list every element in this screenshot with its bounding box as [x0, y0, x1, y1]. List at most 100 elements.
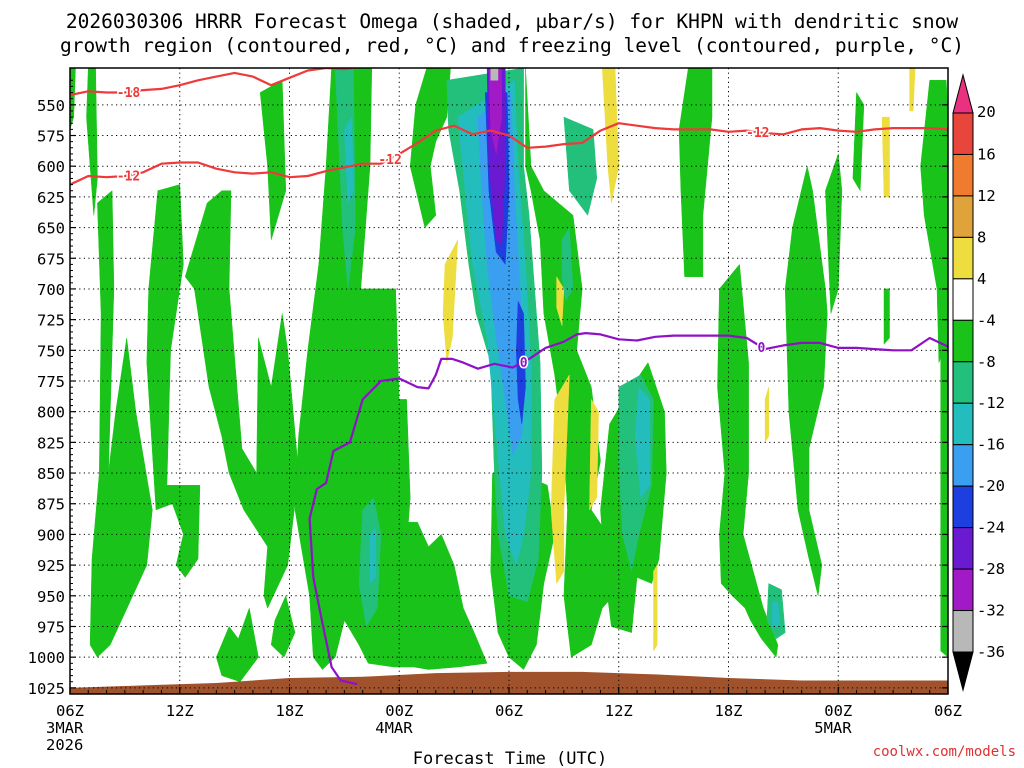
contour-line-2: [308, 332, 948, 686]
colorbar-swatch-1: [952, 153, 974, 197]
contour-label-0-label: -18: [117, 86, 141, 101]
contour-label-2-label: 0: [758, 341, 766, 356]
contour-line-1: [70, 122, 948, 186]
omega-region-1-2: [563, 116, 598, 216]
y-tick-label-550: 550: [37, 97, 65, 115]
colorbar-swatch-2: [952, 195, 974, 238]
colorbar-swatch-12: [952, 610, 974, 653]
contour-label-1-label3: -12: [746, 126, 769, 141]
omega-region-2-4: [772, 601, 780, 627]
colorbar-label-2: 12: [977, 187, 996, 205]
x-axis-title: Forecast Time (UTC): [413, 749, 607, 768]
y-tick-label-675: 675: [37, 250, 65, 268]
colorbar-label-4: 4: [977, 270, 986, 288]
y-axis: 550 575 600 625 650 675 700 725 750 775 800 825 850 8…: [28, 79, 948, 698]
colorbar-label-8: -16: [977, 436, 1005, 454]
credit-text: coolwx.com/models: [873, 744, 1016, 760]
y-tick-label-775: 775: [37, 373, 65, 391]
colorbar-swatch-3: [952, 236, 974, 280]
contour-label-2-label2: 0: [520, 356, 528, 371]
y-tick-label-625: 625: [37, 189, 65, 207]
x-tick-label-36: 18Z: [715, 702, 743, 720]
y-tick-label-650: 650: [37, 220, 65, 238]
omega-region-8-1: [442, 239, 459, 363]
y-tick-label-800: 800: [37, 404, 65, 422]
plot-area: -18 -12 -12 -12 0 0: [70, 68, 948, 694]
contours: -18 -12 -12 -12 0 0: [70, 68, 948, 686]
y-tick-label-700: 700: [37, 281, 65, 299]
colorbar-top-arrow: [952, 73, 974, 114]
omega-region-0-6: [216, 607, 259, 682]
omega-region-0-16: [852, 91, 865, 192]
y-tick-label-1025: 1025: [28, 680, 65, 698]
colorbar-label-12: -32: [977, 602, 1005, 620]
colorbar-swatch-10: [952, 527, 974, 570]
y-tick-label-925: 925: [37, 557, 65, 575]
x-date-label-42: 5MAR: [814, 719, 852, 737]
omega-region-8-6: [764, 387, 769, 444]
omega-region-0-10: [525, 68, 614, 658]
x-year-label-0: 2026: [46, 736, 83, 754]
omega-region-0-17: [920, 80, 948, 363]
omega-shading: [70, 68, 948, 682]
y-tick-label-950: 950: [37, 588, 65, 606]
omega-region-0-21: [883, 288, 890, 345]
contour-label-1-label: -12: [117, 169, 140, 184]
omega-region-0-12: [678, 68, 713, 277]
x-tick-label-0: 06Z: [56, 702, 84, 720]
colorbar: 20 16 12 8 4 -4 -8 -12 -16 -20 -24 -28 -32 -36: [952, 73, 1005, 692]
y-tick-label-725: 725: [37, 312, 65, 330]
omega-region-0-2: [146, 184, 201, 578]
chart-title-line2: growth region (contoured, red, °C) and f…: [60, 34, 964, 57]
colorbar-label-6: -8: [977, 353, 996, 371]
y-tick-label-825: 825: [37, 434, 65, 452]
colorbar-swatch-8: [952, 444, 974, 487]
colorbar-swatch-6: [952, 361, 974, 404]
y-tick-label-975: 975: [37, 618, 65, 636]
x-date-label-0: 3MAR: [46, 719, 84, 737]
omega-region-7-0: [490, 68, 499, 81]
omega-region-0-15: [825, 153, 843, 314]
y-tick-label-600: 600: [37, 158, 65, 176]
x-tick-label-30: 12Z: [605, 702, 633, 720]
omega-region-8-3: [550, 374, 570, 585]
y-tick-label-750: 750: [37, 342, 65, 360]
colorbar-bottom-arrow: [952, 651, 974, 692]
colorbar-label-3: 8: [977, 228, 986, 246]
omega-region-8-0: [602, 68, 620, 204]
colorbar-label-9: -20: [977, 477, 1005, 495]
chart-title-line1: 2026030306 HRRR Forecast Omega (shaded, …: [66, 10, 958, 33]
y-tick-label-1000: 1000: [28, 649, 65, 667]
colorbar-swatch-4: [952, 278, 974, 321]
x-tick-label-12: 18Z: [276, 702, 304, 720]
x-date-label-18: 4MAR: [375, 719, 413, 737]
omega-region-1-6: [561, 226, 574, 302]
omega-region-2-3: [369, 527, 376, 585]
x-tick-label-42: 00Z: [824, 702, 852, 720]
colorbar-swatch-0: [952, 112, 974, 155]
x-tick-label-24: 06Z: [495, 702, 523, 720]
contour-label-1-label2: -12: [378, 153, 401, 168]
y-tick-label-850: 850: [37, 465, 65, 483]
colorbar-label-11: -28: [977, 560, 1005, 578]
x-tick-label-6: 12Z: [166, 702, 194, 720]
colorbar-label-1: 16: [977, 145, 996, 163]
colorbar-swatch-7: [952, 402, 974, 446]
colorbar-label-10: -24: [977, 519, 1005, 537]
omega-region-8-7: [909, 68, 916, 112]
colorbar-swatch-5: [952, 319, 974, 363]
x-tick-label-48: 06Z: [934, 702, 962, 720]
omega-region-0-18: [940, 337, 948, 658]
omega-region-0-1: [89, 190, 153, 658]
colorbar-swatch-11: [952, 568, 974, 612]
colorbar-label-13: -36: [977, 643, 1005, 661]
colorbar-swatch-9: [952, 485, 974, 529]
x-tick-label-18: 00Z: [385, 702, 413, 720]
omega-region-0-13: [717, 263, 779, 658]
omega-region-2-1: [634, 386, 651, 499]
y-tick-label-875: 875: [37, 496, 65, 514]
colorbar-label-5: -4: [977, 311, 996, 329]
grid: [70, 68, 948, 694]
